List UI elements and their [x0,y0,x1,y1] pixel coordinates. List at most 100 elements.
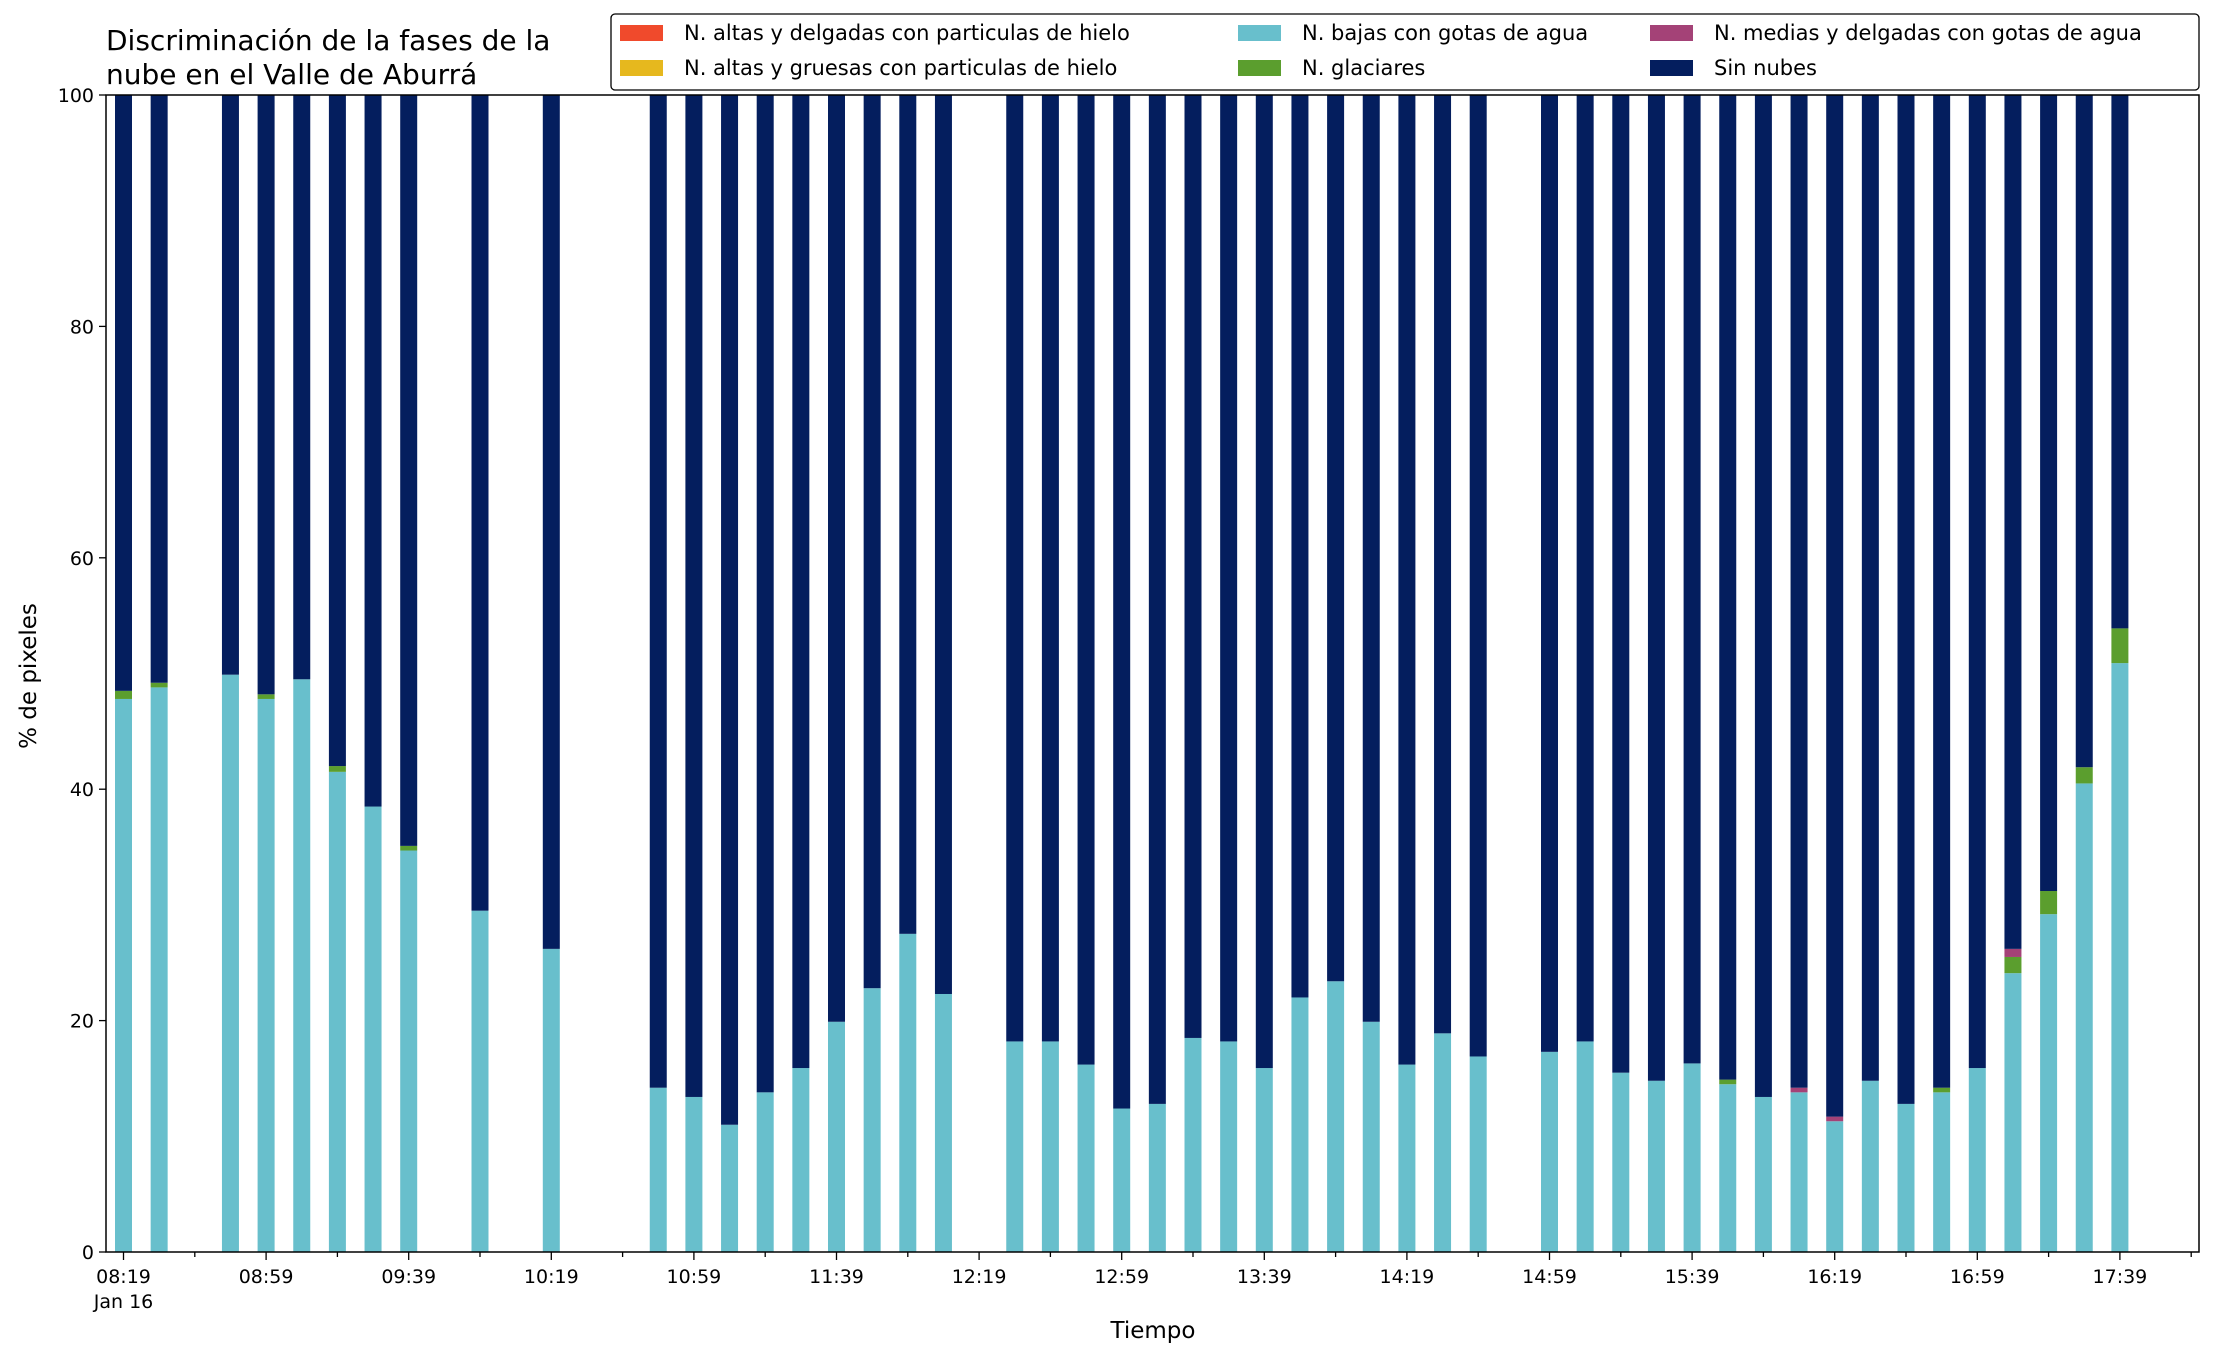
bar-sin_nubes [150,95,168,683]
legend-label-altas_gruesas: N. altas y gruesas con particulas de hie… [684,56,1117,80]
bar-glaciares [150,682,168,688]
bar-sin_nubes [257,95,275,695]
bar-sin_nubes [1291,95,1309,998]
bar-sin_nubes [1113,95,1131,1109]
bar-sin_nubes [828,95,845,1022]
y-tick-label: 20 [70,1011,94,1033]
bar-sin_nubes [1434,95,1452,1034]
bar-sin_nubes [1612,95,1630,1073]
bar-bajas [1933,1092,1951,1252]
bar-bajas [1184,1037,1202,1252]
bar-sin_nubes [1754,95,1772,1097]
bar-sin_nubes [115,95,132,691]
bar-sin_nubes [1719,95,1737,1080]
bar-bajas [542,948,560,1252]
bar-bajas [221,674,239,1252]
bar-sin_nubes [2075,95,2093,768]
bar-bajas [1291,997,1309,1252]
x-tick-label: 09:39 [381,1266,436,1288]
x-tick-label: 15:39 [1665,1266,1720,1288]
bar-sin_nubes [721,95,739,1125]
bar-bajas [2111,663,2129,1252]
bar-sin_nubes [649,95,667,1088]
bar-bajas [685,1096,703,1252]
y-tick-label: 100 [58,85,94,107]
bar-sin_nubes [1006,95,1024,1042]
bar-bajas [364,806,382,1252]
bar-bajas [1255,1068,1273,1252]
x-tick-label: 13:39 [1237,1266,1292,1288]
bar-bajas [1041,1041,1059,1252]
y-tick-label: 80 [70,316,94,338]
bar-sin_nubes [1469,95,1487,1057]
x-tick-label: 08:59 [239,1266,294,1288]
x-axis-label: Tiempo [1110,1318,1196,1344]
bar-bajas [1541,1051,1558,1252]
bar-sin_nubes [1933,95,1951,1088]
bar-bajas [1647,1080,1665,1252]
bar-bajas [2004,973,2022,1252]
bar-bajas [328,771,346,1252]
bar-glaciares [1719,1079,1737,1085]
x-tick-label: 16:59 [1950,1266,2005,1288]
bar-sin_nubes [899,95,917,934]
x-tick-label: 12:19 [952,1266,1007,1288]
bar-sin_nubes [1255,95,1273,1069]
bar-bajas [1469,1056,1487,1252]
bar-bajas [1897,1103,1915,1252]
bar-sin_nubes [400,95,418,846]
legend-label-sin_nubes: Sin nubes [1714,56,1817,80]
legend-label-glaciares: N. glaciares [1302,56,1425,80]
bar-bajas [828,1021,845,1252]
bar-bajas [1148,1103,1166,1252]
bar-bajas [1220,1041,1238,1252]
bar-sin_nubes [863,95,881,989]
bar-bajas [257,698,275,1252]
bar-bajas [1968,1068,1986,1252]
bar-sin_nubes [792,95,810,1069]
x-tick-label: 08:19 [96,1266,151,1288]
bar-bajas [115,698,132,1252]
bar-sin_nubes [2111,95,2129,629]
bar-sin_nubes [221,95,239,675]
bar-sin_nubes [1861,95,1879,1081]
bar-bajas [1790,1092,1808,1252]
x-tick-label: 10:59 [667,1266,722,1288]
bar-bajas [1754,1096,1772,1252]
legend-label-altas_delgadas: N. altas y delgadas con particulas de hi… [684,21,1130,45]
y-tick-label: 0 [82,1242,94,1264]
bar-sin_nubes [1148,95,1166,1104]
bar-bajas [471,910,489,1252]
bar-sin_nubes [542,95,560,949]
bar-sin_nubes [1362,95,1380,1022]
legend-swatch-medias [1650,25,1693,41]
bar-medias [1826,1116,1844,1122]
bar-sin_nubes [756,95,774,1093]
legend-swatch-bajas [1238,25,1281,41]
bar-bajas [400,850,418,1252]
legend-swatch-sin_nubes [1650,60,1693,76]
bar-bajas [792,1068,810,1252]
bar-sin_nubes [1897,95,1915,1104]
bar-bajas [1434,1033,1452,1252]
legend-label-medias: N. medias y delgadas con gotas de agua [1714,21,2142,45]
x-tick-sublabel: Jan 16 [93,1291,154,1313]
chart-title: Discriminación de la fases de la nube en… [106,24,550,91]
bar-bajas [1113,1108,1131,1252]
bar-bajas [293,679,311,1252]
bar-sin_nubes [1826,95,1844,1117]
legend-frame [610,13,2200,91]
bar-bajas [1719,1084,1737,1252]
bar-sin_nubes [2040,95,2058,892]
bar-sin_nubes [364,95,382,807]
bar-bajas [899,933,917,1252]
bar-sin_nubes [328,95,346,767]
bar-sin_nubes [934,95,952,994]
bar-glaciares [328,766,346,772]
bar-bajas [2075,783,2093,1252]
x-tick-label: 12:59 [1094,1266,1149,1288]
chart-title-line-2: nube en el Valle de Aburrá [106,58,477,91]
bar-glaciares [257,694,275,699]
axes: 0 20 40 60 80 100 08:19 Jan 16 08:59 09:39 10:19 10… [58,85,2200,1313]
